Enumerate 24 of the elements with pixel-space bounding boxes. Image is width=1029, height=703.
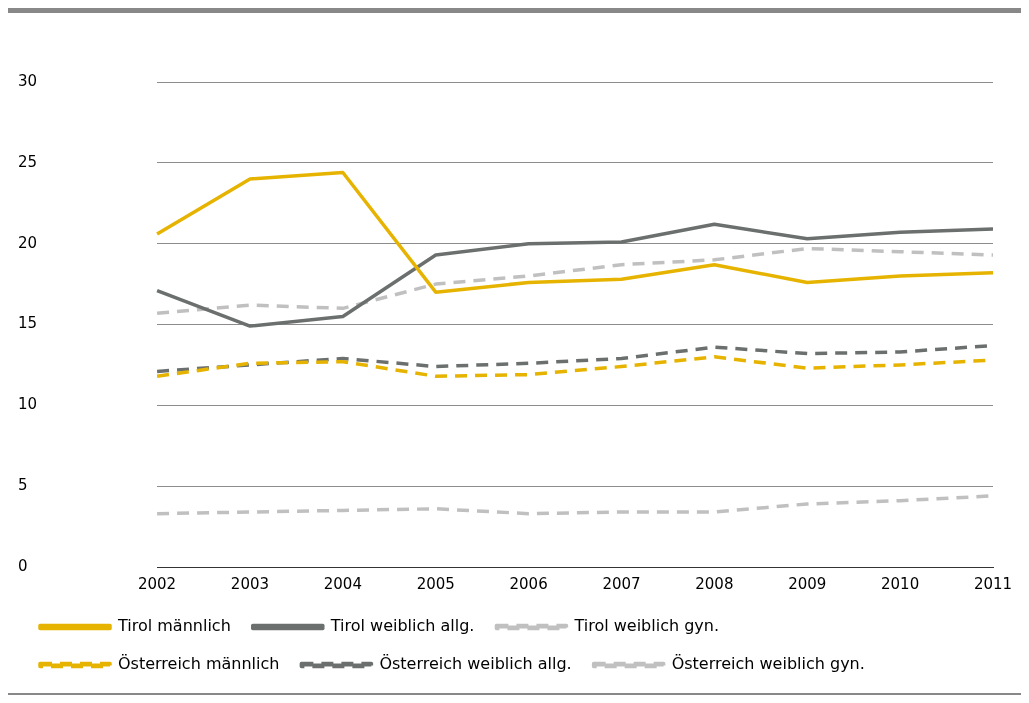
x-tick-label: 2006: [509, 574, 548, 593]
x-tick-label: 2007: [602, 574, 641, 593]
y-tick-label: 30: [18, 71, 38, 90]
x-tick-label: 2002: [137, 574, 177, 593]
y-tick-label: 15: [18, 314, 38, 333]
x-tick-label: 2005: [416, 574, 455, 593]
legend-label: Österreich männlich: [118, 654, 280, 674]
y-tick-label: 5: [18, 476, 28, 495]
legend-label: Österreich weiblich gyn.: [671, 654, 865, 674]
legend-label: Tirol weiblich gyn.: [573, 616, 720, 636]
x-tick-label: 2008: [695, 574, 734, 593]
line-series: [155, 246, 995, 315]
x-tick-label: 2009: [788, 574, 827, 593]
y-tick-label: 25: [18, 152, 38, 171]
legend-label: Tirol weiblich allg.: [329, 616, 475, 636]
legend-label: Österreich weiblich allg.: [379, 654, 572, 674]
y-tick-label: 20: [18, 233, 38, 252]
legend-label: Tirol männlich: [117, 616, 231, 636]
y-tick-label: 0: [18, 556, 28, 575]
x-tick-label: 2003: [230, 574, 270, 593]
y-tick-label: 10: [18, 395, 38, 414]
x-tick-label: 2010: [881, 574, 920, 593]
x-tick-label: 2011: [973, 574, 1013, 593]
x-tick-label: 2004: [323, 574, 362, 593]
